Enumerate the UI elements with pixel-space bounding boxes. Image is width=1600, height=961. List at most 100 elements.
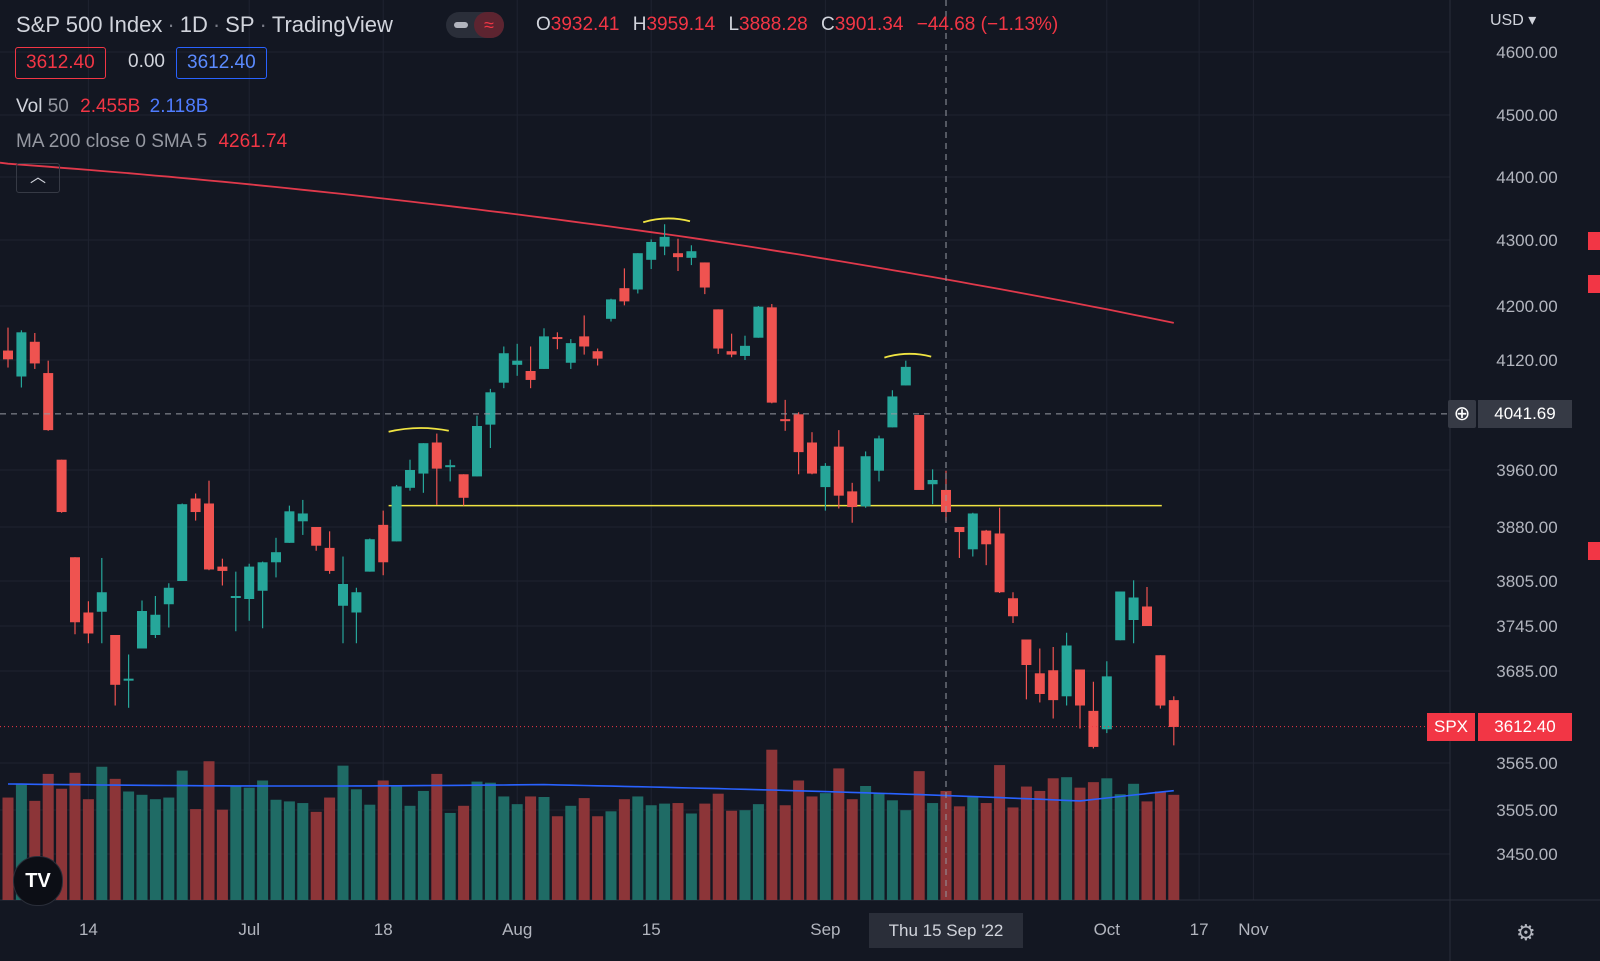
- volume-bar: [927, 803, 939, 900]
- crosshair-price-badge: 4041.69: [1478, 399, 1572, 428]
- volume-bar: [42, 773, 54, 900]
- sell-price-button[interactable]: 3612.40: [15, 47, 106, 79]
- candle-body: [405, 470, 415, 488]
- candle-body: [485, 392, 496, 425]
- volume-bar: [873, 793, 885, 900]
- candle-body: [351, 592, 362, 613]
- plus-circle-icon[interactable]: ⊕: [1448, 399, 1476, 428]
- candle-body: [83, 612, 94, 634]
- candle-body: [646, 241, 657, 260]
- volume-bar: [176, 770, 188, 900]
- volume-bar: [980, 803, 992, 900]
- interval-label[interactable]: 1D: [179, 12, 208, 37]
- candle-body: [673, 253, 683, 258]
- candle-body: [820, 465, 831, 488]
- candle-body: [458, 474, 469, 498]
- top-marker: [388, 427, 449, 433]
- candle-body: [110, 635, 121, 685]
- candle-body: [190, 498, 201, 513]
- candle-body: [16, 332, 27, 377]
- volume-bar: [592, 816, 604, 900]
- volume-bar: [310, 811, 322, 900]
- close-label: C: [821, 14, 835, 35]
- buy-price-button[interactable]: 3612.40: [176, 47, 267, 79]
- volume-bar: [324, 797, 336, 900]
- volume-bar: [109, 778, 121, 900]
- candle-body: [699, 262, 710, 288]
- candle-body: [431, 442, 442, 469]
- tradingview-logo-icon[interactable]: TV: [13, 856, 63, 906]
- volume-bar: [551, 816, 563, 900]
- volume-bar: [163, 797, 175, 900]
- alert-marker[interactable]: [1588, 542, 1600, 560]
- price-tick-label: 3565.00: [1496, 754, 1557, 773]
- volume-bar: [1114, 794, 1126, 900]
- exchange-label: SP: [225, 12, 255, 37]
- eye-icon: [454, 22, 468, 28]
- candle-body: [177, 504, 188, 581]
- low-label: L: [728, 14, 740, 35]
- volume-bar: [833, 768, 845, 900]
- last-price-badge: 3612.40: [1478, 712, 1572, 741]
- time-tick-label: 15: [642, 920, 661, 939]
- candle-body: [887, 396, 898, 428]
- volume-bar: [618, 799, 630, 900]
- volume-bar: [364, 804, 376, 900]
- alert-marker[interactable]: [1588, 275, 1600, 293]
- volume-bar: [793, 780, 805, 900]
- volume-bar: [203, 761, 215, 900]
- volume-legend[interactable]: Vol 50 2.455B 2.118B: [16, 96, 208, 118]
- volume-bar: [806, 796, 818, 900]
- candle-body: [512, 360, 523, 365]
- open-label: O: [536, 14, 551, 35]
- chevron-up-icon[interactable]: ︿: [16, 163, 60, 193]
- currency-label: USD: [1490, 12, 1524, 29]
- volume-bar: [1020, 786, 1032, 900]
- volume-bar: [471, 781, 483, 900]
- volume-bar: [578, 798, 590, 900]
- candle-body: [1088, 710, 1099, 747]
- volume-bar: [766, 749, 778, 900]
- candle-body: [954, 527, 965, 533]
- volume-bar: [699, 803, 711, 900]
- candle-body: [1008, 598, 1018, 617]
- last-price-symbol: SPX: [1427, 712, 1475, 741]
- alert-marker[interactable]: [1588, 232, 1600, 250]
- spread-value: 0.00: [128, 51, 165, 72]
- volume-bar: [672, 803, 684, 900]
- volume-bar: [69, 772, 81, 900]
- candle-body: [498, 353, 509, 383]
- volume-bar: [538, 797, 550, 900]
- volume-bar: [659, 803, 671, 900]
- volume-bar: [685, 813, 697, 900]
- gear-icon[interactable]: ⚙: [1516, 920, 1536, 945]
- volume-bar: [1101, 778, 1113, 900]
- symbol-name[interactable]: S&P 500 Index: [16, 12, 163, 37]
- candle-body: [163, 587, 174, 605]
- candle-body: [525, 371, 536, 380]
- open-value: 3932.41: [550, 14, 620, 35]
- candle-body: [43, 373, 54, 431]
- visibility-toggle[interactable]: ≈: [446, 12, 504, 38]
- symbol-header[interactable]: S&P 500 Index · 1D · SP · TradingView: [16, 12, 393, 37]
- candle-body: [257, 562, 268, 591]
- candle-body: [833, 446, 844, 496]
- volume-bar: [15, 783, 27, 900]
- volume-bar: [860, 786, 872, 900]
- currency-select[interactable]: USD ▾: [1490, 12, 1537, 29]
- candle-body: [123, 678, 134, 681]
- price-tick-label: 3805.00: [1496, 572, 1557, 591]
- candle-body: [378, 524, 389, 563]
- volume-bar: [913, 771, 925, 900]
- candle-body: [150, 614, 161, 635]
- ma-legend[interactable]: MA 200 close 0 SMA 5 4261.74: [16, 131, 287, 153]
- time-tick-label: 18: [374, 920, 393, 939]
- candle-body: [230, 596, 241, 598]
- volume-bar: [297, 803, 309, 900]
- volume-bar: [940, 790, 952, 900]
- candle-body: [217, 566, 228, 571]
- volume-bar: [431, 773, 443, 900]
- volume-bar: [337, 765, 349, 900]
- volume-bar: [739, 810, 751, 900]
